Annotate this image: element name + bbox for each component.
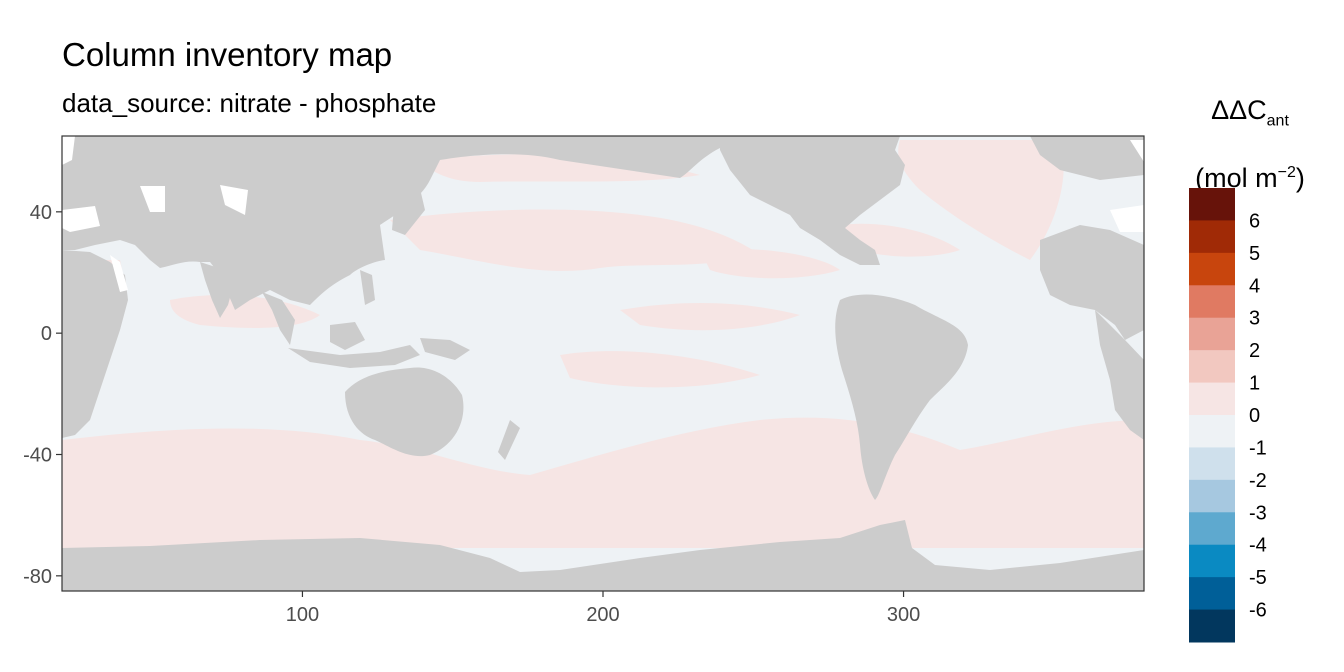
- x-axis: 100 200 300: [286, 591, 920, 626]
- x-tick-label: 200: [586, 604, 619, 626]
- land-east-africa: [1095, 310, 1144, 440]
- north-pacific-band: [390, 209, 760, 271]
- north-atlantic-band: [898, 140, 1064, 260]
- legend-label: -1: [1249, 437, 1267, 459]
- legend-label: -6: [1249, 600, 1267, 622]
- chart-title: Column inventory map: [62, 36, 393, 73]
- legend-label: 6: [1249, 210, 1260, 232]
- legend-label: 4: [1249, 275, 1260, 297]
- south-pacific-band: [560, 351, 760, 388]
- colorbar-swatch: [1189, 609, 1235, 643]
- land-australia: [345, 367, 464, 457]
- land-new-guinea: [420, 338, 470, 360]
- east-pacific-band: [700, 248, 840, 279]
- legend-label: 2: [1249, 340, 1260, 362]
- colorbar-swatch: [1189, 447, 1235, 481]
- land-indonesia: [288, 345, 420, 368]
- legend-unit-sup: −2: [1277, 164, 1296, 182]
- land-india: [200, 262, 232, 318]
- legend-title-main: ΔΔC: [1211, 95, 1267, 125]
- x-tick-label: 100: [286, 604, 319, 626]
- land-borneo: [330, 322, 365, 350]
- colorbar-swatch: [1189, 285, 1235, 319]
- southern-ocean-band-2: [200, 500, 380, 530]
- colorbar-swatch: [1189, 415, 1235, 448]
- y-tick-label: 40: [30, 202, 52, 224]
- colorbar-swatch: [1189, 512, 1235, 546]
- colorbar-swatch: [1189, 577, 1235, 611]
- colorbar-swatch: [1189, 252, 1235, 286]
- x-tick-label: 300: [887, 604, 920, 626]
- land-north-america: [720, 136, 905, 265]
- colorbar-swatch: [1189, 350, 1235, 384]
- legend-colorbar: [1189, 188, 1235, 643]
- legend-label: -5: [1249, 567, 1267, 589]
- y-tick-label: 0: [41, 323, 52, 345]
- land-antarctica: [62, 520, 1144, 591]
- legend-title-sub: ant: [1266, 112, 1289, 130]
- colorbar-swatch: [1189, 479, 1235, 513]
- legend-label: -4: [1249, 535, 1267, 557]
- legend-label: 5: [1249, 243, 1260, 265]
- map-panel: [61, 135, 1145, 592]
- legend-title: ΔΔCant (mol m−2): [1180, 84, 1320, 204]
- colorbar-swatch: [1189, 188, 1235, 221]
- legend-labels: 6 5 4 3 2 1 0 -1 -2 -3 -4 -5 -6: [1249, 210, 1267, 621]
- land-south-america: [835, 294, 968, 500]
- legend-label: -2: [1249, 470, 1267, 492]
- land-philippines-japan: [360, 180, 425, 305]
- y-tick-label: -80: [23, 566, 52, 588]
- legend-unit-post: ): [1295, 163, 1305, 194]
- colorbar-swatch: [1189, 220, 1235, 254]
- legend-label: 0: [1249, 405, 1260, 427]
- y-axis: 40 0 -40 -80: [23, 202, 62, 588]
- land-new-zealand: [498, 420, 520, 460]
- equatorial-pacific-band: [620, 303, 800, 331]
- chart-subtitle: data_source: nitrate - phosphate: [62, 88, 437, 118]
- legend-label: 3: [1249, 308, 1260, 330]
- land-greenland: [1030, 136, 1144, 180]
- legend-label: 1: [1249, 373, 1260, 395]
- y-tick-label: -40: [23, 445, 52, 467]
- land-indochina: [262, 292, 295, 345]
- colorbar-swatch: [1189, 317, 1235, 351]
- land-west-africa-east: [1040, 225, 1144, 340]
- colorbar-swatch: [1189, 382, 1235, 416]
- colorbar-swatch: [1189, 544, 1235, 578]
- land-masses: [62, 136, 1144, 591]
- land-europe-asia: [62, 136, 720, 310]
- legend-label: -3: [1249, 502, 1267, 524]
- land-africa: [62, 250, 128, 438]
